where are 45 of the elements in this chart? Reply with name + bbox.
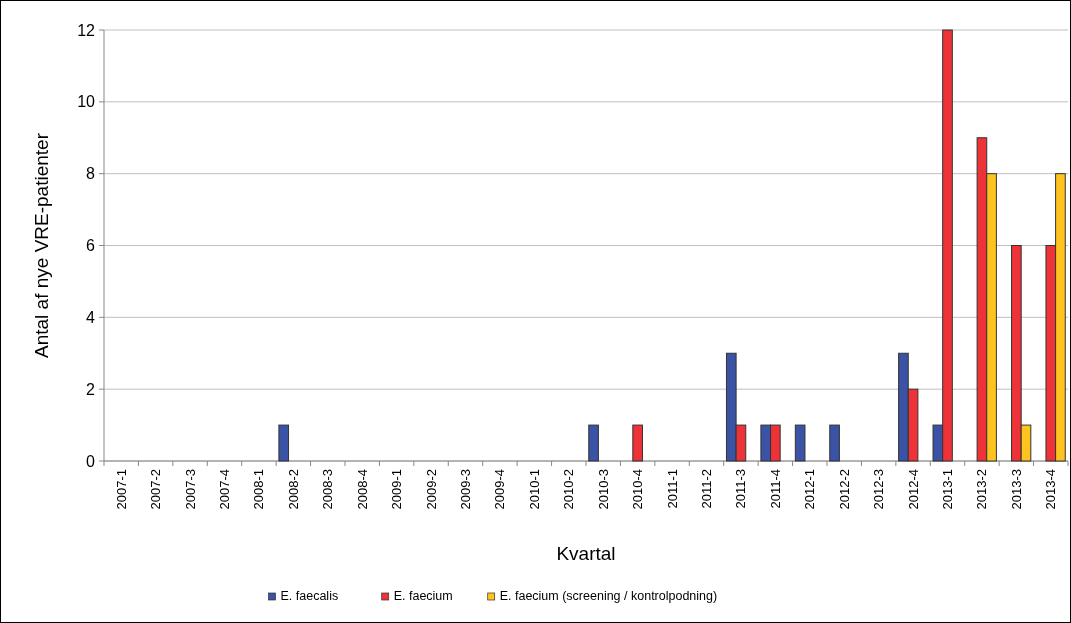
bar [829, 424, 840, 462]
x-tick-label: 2013-3 [1008, 469, 1024, 510]
x-tick-label: 2009-3 [458, 469, 474, 510]
x-tick-label: 2013-4 [1043, 469, 1059, 510]
x-tick-label: 2008-4 [354, 469, 370, 510]
x-tick-label: 2011-1 [664, 469, 680, 509]
y-tick-label: 0 [86, 452, 96, 470]
x-tick-label: 2010-4 [630, 469, 646, 510]
x-tick-label: 2013-2 [974, 469, 990, 510]
x-axis-title: Kvartal [556, 543, 616, 564]
x-tick-label: 2012-1 [802, 469, 818, 510]
y-tick-label: 6 [86, 237, 96, 255]
x-tick-label: 2011-4 [767, 469, 783, 509]
x-tick-label: 2007-2 [148, 469, 164, 510]
x-tick-label: 2010-3 [595, 469, 611, 510]
y-tick-label: 2 [86, 380, 96, 398]
x-tick-label: 2012-2 [836, 469, 852, 510]
y-tick-label: 12 [77, 21, 96, 39]
y-tick-label: 4 [86, 308, 96, 326]
x-tick-label: 2010-2 [561, 469, 577, 510]
y-axis-title: Antal af nye VRE-patienter [31, 132, 52, 358]
x-tick-label: 2010-1 [526, 469, 542, 510]
x-tick-label: 2007-1 [113, 469, 129, 510]
x-tick-label: 2007-4 [217, 469, 233, 510]
legend-label: E. faecium [393, 589, 453, 603]
bar [794, 424, 806, 462]
x-tick-label: 2011-3 [733, 469, 749, 509]
bar [632, 424, 643, 462]
bar [278, 424, 290, 462]
x-tick-label: 2008-1 [251, 469, 267, 510]
x-tick-label: 2007-3 [182, 469, 198, 510]
x-tick-label: 2012-4 [905, 469, 921, 510]
x-tick-label: 2013-1 [940, 469, 956, 510]
y-tick-label: 10 [77, 93, 96, 111]
y-tick-label: 8 [86, 165, 96, 183]
x-tick-label: 2008-2 [285, 469, 301, 510]
x-tick-label: 2008-3 [320, 469, 336, 510]
bar [588, 424, 599, 462]
x-tick-label: 2009-2 [423, 469, 439, 510]
x-tick-label: 2011-2 [699, 469, 715, 509]
x-tick-label: 2009-1 [389, 469, 405, 510]
x-tick-label: 2009-4 [492, 469, 508, 510]
x-tick-label: 2012-3 [871, 469, 887, 510]
legend-label: E. faecium (screening / kontrolpodning) [499, 589, 718, 603]
legend-label: E. faecalis [280, 589, 339, 603]
